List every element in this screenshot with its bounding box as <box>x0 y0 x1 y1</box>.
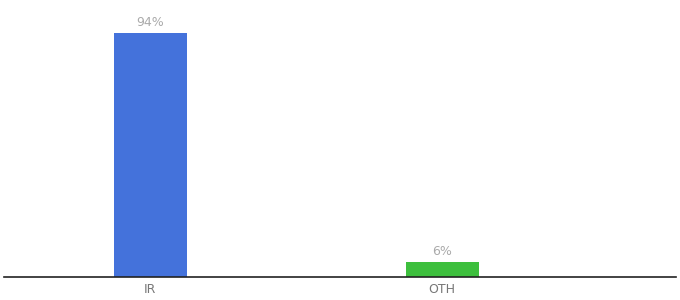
Text: 94%: 94% <box>136 16 164 29</box>
Bar <box>406 262 479 277</box>
Text: 6%: 6% <box>432 245 452 258</box>
Bar <box>114 33 187 277</box>
